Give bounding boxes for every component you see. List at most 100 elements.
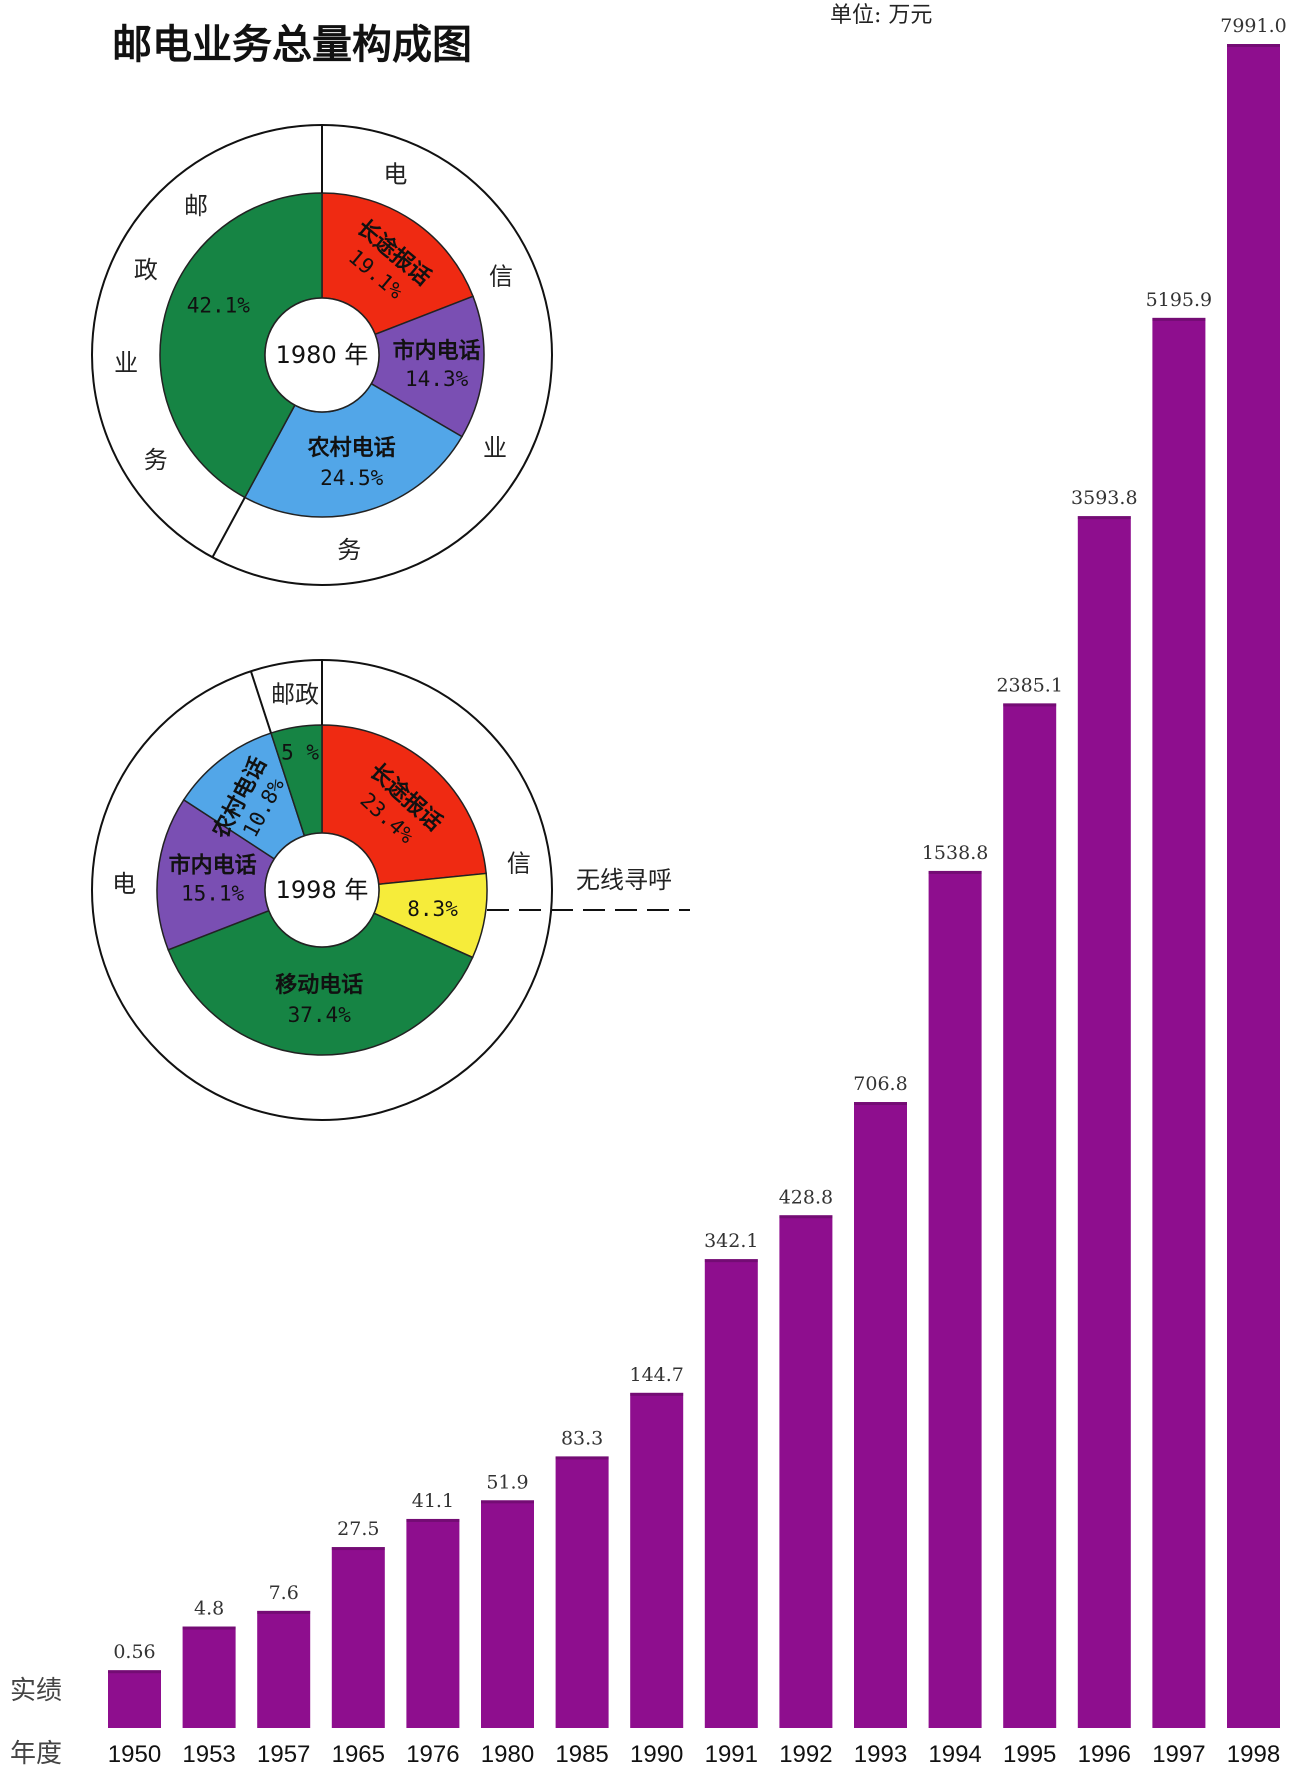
bar-1985 — [555, 1456, 609, 1728]
slice-label-1998-2: 移动电话 — [275, 972, 363, 998]
slice-pct-1998-3: 15.1% — [181, 882, 245, 906]
value-label-1980: 51.9 — [486, 1471, 528, 1493]
ring-label-1980-1: 政 — [134, 256, 158, 284]
slice-label-1980-1: 市内电话 — [393, 338, 481, 364]
center-label-1998: 1998 年 — [276, 876, 369, 904]
bar-cap-1996 — [1077, 516, 1131, 520]
bar-cap-1950 — [108, 1670, 161, 1674]
bar-1957 — [257, 1610, 311, 1728]
value-label-1996: 3593.8 — [1071, 487, 1137, 509]
slice-pct-1998-1: 8.3% — [407, 897, 458, 921]
year-label-1993: 1993 — [854, 1741, 907, 1768]
ring-label-1980-6: 业 — [483, 434, 507, 462]
year-label-1950: 1950 — [108, 1741, 161, 1768]
ring-divider-split — [211, 496, 246, 558]
chart-title: 邮电业务总量构成图 — [112, 22, 472, 68]
value-label-1953: 4.8 — [194, 1598, 224, 1620]
slice-label-1998-3: 市内电话 — [169, 853, 257, 879]
callout-label: 无线寻呼 — [576, 866, 672, 894]
ring-label-1980-0: 邮 — [184, 192, 208, 220]
bar-1994 — [928, 870, 982, 1728]
center-hole — [264, 832, 380, 948]
year-label-1965: 1965 — [332, 1741, 385, 1768]
bar-cap-1997 — [1152, 317, 1206, 321]
value-label-1994: 1538.8 — [922, 842, 988, 864]
bar-1998 — [1227, 44, 1280, 1728]
ring-label-1998-1: 电 — [112, 870, 136, 898]
row-label-value: 实绩 — [10, 1676, 62, 1706]
bar-cap-1991 — [704, 1259, 758, 1263]
value-label-1985: 83.3 — [561, 1427, 603, 1449]
year-label-1997: 1997 — [1152, 1741, 1205, 1768]
bar-cap-1965 — [331, 1547, 385, 1551]
ring-label-1980-5: 信 — [489, 262, 513, 290]
bar-1995 — [1003, 703, 1057, 1728]
year-label-1957: 1957 — [257, 1741, 310, 1768]
year-label-1976: 1976 — [406, 1741, 459, 1768]
value-label-1991: 342.1 — [704, 1230, 758, 1252]
value-label-1992: 428.8 — [779, 1186, 833, 1208]
bar-cap-1993 — [854, 1102, 907, 1106]
bar-1953 — [182, 1626, 236, 1728]
value-label-1950: 0.56 — [113, 1641, 155, 1663]
bar-cap-1985 — [555, 1456, 609, 1460]
value-label-1957: 7.6 — [269, 1582, 299, 1604]
bar-1996 — [1077, 516, 1131, 1728]
bar-1997 — [1152, 317, 1206, 1729]
year-label-1992: 1992 — [779, 1741, 832, 1768]
ring-label-1998-2: 信 — [507, 849, 531, 877]
ring-label-1998-0: 邮政 — [271, 680, 319, 708]
center-hole — [264, 297, 380, 413]
year-label-1980: 1980 — [481, 1741, 534, 1768]
row-label-year: 年度 — [10, 1739, 62, 1769]
year-label-1953: 1953 — [182, 1741, 235, 1768]
bar-cap-1994 — [928, 870, 982, 874]
bar-1991 — [704, 1259, 758, 1728]
bar-1980 — [481, 1500, 534, 1728]
year-label-1994: 1994 — [928, 1741, 981, 1768]
value-label-1995: 2385.1 — [996, 674, 1062, 696]
value-label-1998: 7991.0 — [1220, 15, 1286, 37]
value-labels: 0.56 4.8 7.6 27.5 41.1 51.9 83.3 144.7 342.1 428.… — [113, 15, 1286, 1663]
year-labels: 1950 1953 1957 1965 1976 1980 1985 1990 1991 1992… — [108, 1741, 1280, 1768]
year-label-1996: 1996 — [1078, 1741, 1131, 1768]
unit-label: 单位: 万元 — [830, 3, 932, 28]
value-label-1990: 144.7 — [629, 1364, 683, 1386]
bar-cap-1998 — [1227, 44, 1280, 47]
year-label-1991: 1991 — [705, 1741, 758, 1768]
bar-cap-1976 — [406, 1518, 460, 1522]
slice-pct-1980-1: 14.3% — [405, 367, 469, 391]
value-label-1997: 5195.9 — [1146, 289, 1212, 311]
slice-label-1980-2: 农村电话 — [307, 435, 396, 461]
ring-label-1980-2: 业 — [114, 349, 138, 377]
slice-pct-1980-2: 24.5% — [320, 466, 384, 490]
donut-1998: 1998 年长途报话23.4%8.3%移动电话37.4%市内电话15.1%农村电… — [91, 659, 690, 1121]
bar-1990 — [630, 1392, 684, 1728]
donut-1980: 1980 年长途报话19.1%市内电话14.3%农村电话24.5%42.1%邮政… — [91, 124, 553, 586]
year-label-1990: 1990 — [630, 1741, 683, 1768]
bar-cap-1992 — [779, 1215, 833, 1219]
bar-cap-1980 — [481, 1500, 534, 1504]
ring-label-1980-4: 电 — [383, 160, 407, 188]
bar-1965 — [331, 1547, 385, 1728]
slice-pct-1980-3: 42.1% — [187, 294, 251, 318]
bar-series — [108, 44, 1280, 1729]
slice-pct-1998-2: 37.4% — [288, 1003, 352, 1027]
value-label-1993: 706.8 — [853, 1073, 907, 1095]
center-label-1980: 1980 年 — [276, 341, 369, 369]
value-label-1965: 27.5 — [337, 1518, 379, 1540]
ring-label-1980-3: 务 — [144, 446, 168, 474]
bar-cap-1957 — [257, 1610, 311, 1614]
bar-cap-1990 — [630, 1392, 684, 1396]
bar-1992 — [779, 1215, 833, 1728]
bar-1950 — [108, 1670, 161, 1728]
year-label-1995: 1995 — [1003, 1741, 1056, 1768]
bar-cap-1953 — [182, 1626, 236, 1630]
bar-1976 — [406, 1518, 460, 1728]
ring-label-1980-7: 务 — [337, 536, 361, 564]
year-label-1985: 1985 — [555, 1741, 608, 1768]
slice-pct-1998-5: 5 % — [281, 741, 319, 765]
bar-1993 — [854, 1102, 907, 1728]
ring-divider-postal-0 — [249, 670, 272, 734]
